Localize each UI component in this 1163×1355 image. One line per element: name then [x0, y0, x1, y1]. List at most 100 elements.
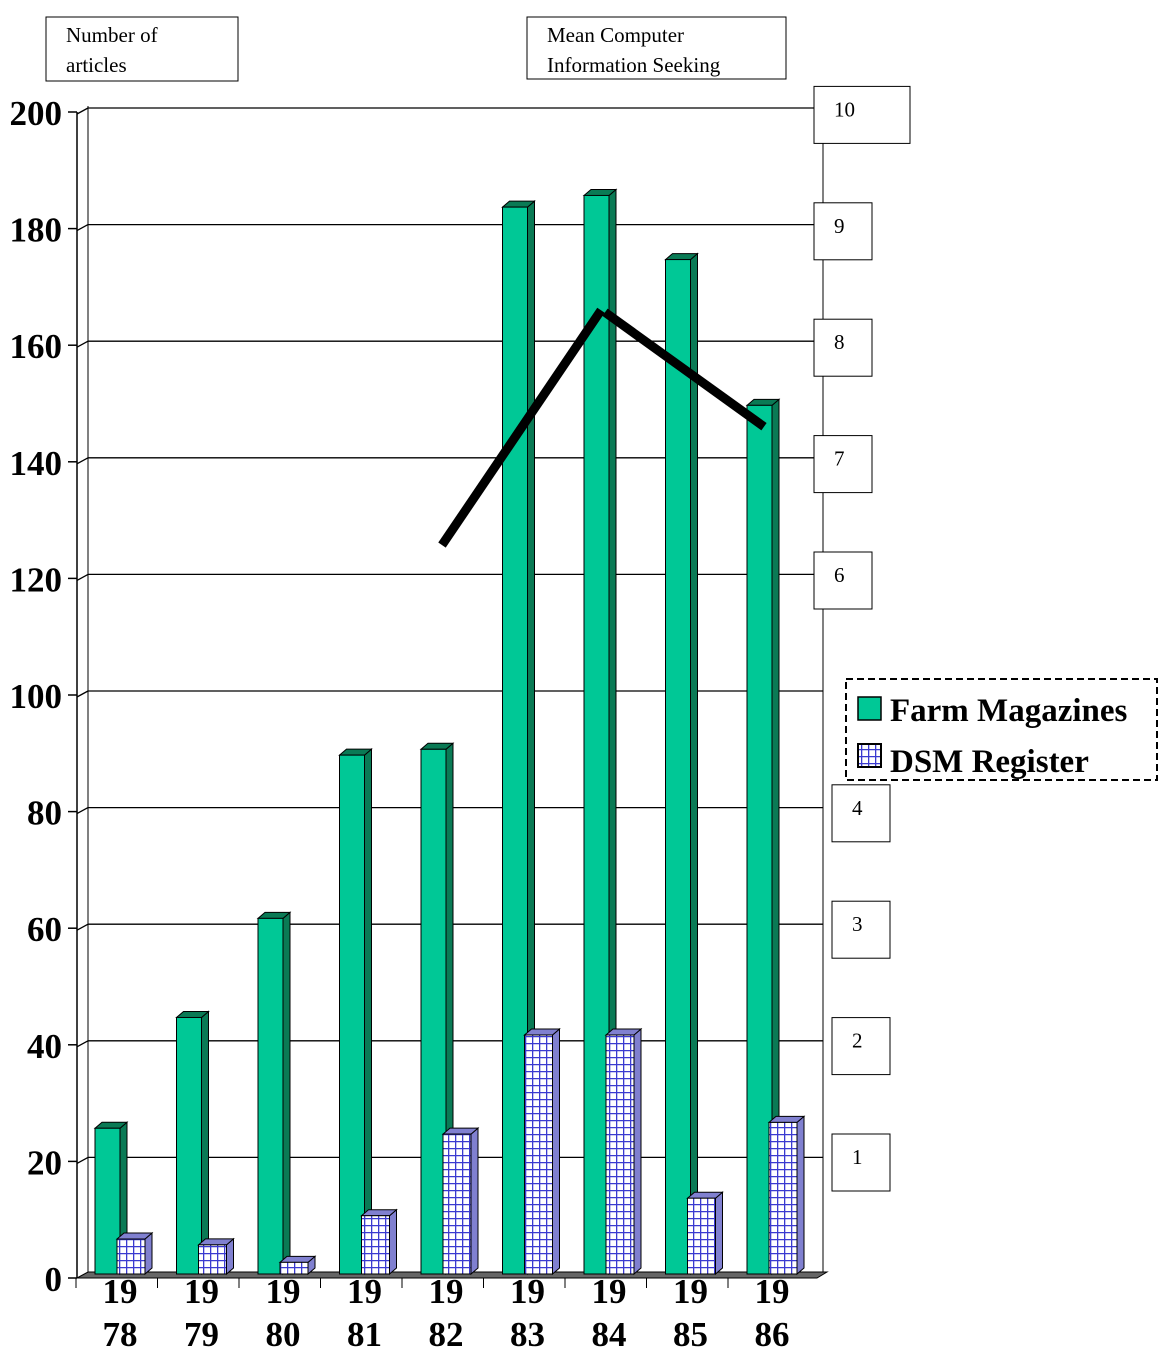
- bar-dsm-register: [360, 1208, 398, 1276]
- x-tick-label: 19: [103, 1272, 138, 1311]
- bar-dsm-register-top: [197, 1238, 235, 1246]
- bar-dsm-register: [604, 1027, 643, 1276]
- right-tick-label: 4: [852, 796, 863, 820]
- gridline-edge: [76, 457, 89, 465]
- gridline-edge: [76, 690, 89, 698]
- bar-dsm-register-top: [767, 1115, 806, 1123]
- bar-dsm-register-top: [604, 1028, 643, 1036]
- bar-dsm-register: [686, 1191, 724, 1276]
- right-axis-label-line-1: Mean Computer: [547, 23, 684, 47]
- y-tick-label: 200: [10, 94, 63, 133]
- bar-dsm-register-top: [360, 1209, 398, 1217]
- right-tick-label: 6: [834, 563, 845, 587]
- x-tick-label: 19: [184, 1272, 219, 1311]
- x-tick-label: 86: [755, 1315, 790, 1354]
- bar-dsm-register-top: [115, 1232, 154, 1240]
- right-tick-box: 8: [813, 318, 873, 377]
- right-tick-label: 8: [834, 330, 845, 354]
- y-tick-label: 60: [27, 910, 62, 949]
- gridline-edge: [76, 107, 89, 115]
- bar-dsm-register-top: [278, 1255, 317, 1263]
- bar-farm-magazines-front: [583, 194, 610, 1275]
- right-tick-box: 10: [813, 85, 911, 144]
- bar-farm-magazines-front: [176, 1016, 202, 1275]
- x-tick-label: 83: [510, 1315, 545, 1354]
- bars: [93, 188, 806, 1276]
- x-tick-label: 78: [103, 1315, 138, 1354]
- right-tick-box: 2: [831, 1017, 891, 1076]
- bar-farm-magazines: [664, 252, 699, 1276]
- bar-farm-magazines: [501, 200, 536, 1276]
- legend-swatch-farm-magazines: [857, 696, 882, 721]
- x-tick-label: 85: [673, 1315, 708, 1354]
- x-tick-label: 81: [347, 1315, 382, 1354]
- bar-dsm-register: [278, 1255, 317, 1276]
- bar-dsm-register-side: [470, 1126, 479, 1276]
- bar-farm-magazines-side: [364, 748, 372, 1276]
- x-tick-labels: 19 78 19 79 19 80 19 81 19 82 19 83 19 84 19 85 19 86: [103, 1272, 790, 1354]
- right-tick-label: 1: [852, 1145, 863, 1169]
- right-tick-label: 10: [834, 97, 855, 121]
- bar-dsm-register-top: [686, 1191, 724, 1199]
- right-tick-box: 1: [831, 1133, 891, 1192]
- x-tick-label: 84: [592, 1315, 627, 1354]
- bar-farm-magazines-front: [94, 1127, 121, 1275]
- gridline-edge: [76, 340, 89, 348]
- y-tick-label: 40: [27, 1027, 62, 1066]
- right-tick-frame: [831, 784, 891, 843]
- gridline-edge: [76, 923, 89, 931]
- y-tick-label: 140: [10, 444, 63, 483]
- bar-dsm-register-side: [552, 1027, 560, 1276]
- right-tick-frame: [813, 318, 873, 377]
- bar-dsm-register: [197, 1237, 235, 1276]
- bar-farm-magazines-front: [665, 259, 691, 1275]
- right-tick-frame: [831, 1017, 891, 1076]
- right-tick-frame: [831, 900, 891, 959]
- bar-dsm-register-side: [715, 1191, 723, 1276]
- x-tick-label: 19: [347, 1272, 382, 1311]
- left-axis-label-line-1: Number of: [66, 23, 158, 47]
- gridline-edge: [76, 1040, 89, 1048]
- bar-dsm-register-top: [523, 1028, 561, 1036]
- mean-line: [438, 307, 767, 548]
- legend-label-dsm-register: DSM Register: [890, 744, 1089, 780]
- bar-dsm-register-front: [687, 1197, 716, 1275]
- bar-farm-magazines-front: [257, 917, 284, 1275]
- y-tick-label: 160: [10, 327, 63, 366]
- y-tick-label: 80: [27, 794, 62, 833]
- bar-farm-magazines-front: [746, 404, 773, 1275]
- right-tick-box: 4: [831, 784, 891, 843]
- right-tick-frame: [813, 202, 873, 261]
- y-tick-label: 100: [10, 677, 63, 716]
- bar-dsm-register-front: [768, 1121, 798, 1275]
- bar-dsm-register: [767, 1115, 806, 1276]
- bar-farm-magazines-side: [690, 252, 698, 1276]
- right-tick-label: 2: [852, 1029, 863, 1053]
- x-tick-label: 80: [266, 1315, 301, 1354]
- gridline-edge: [76, 224, 89, 232]
- right-tick-frame: [831, 1133, 891, 1192]
- bar-farm-magazines: [175, 1010, 210, 1276]
- bar-dsm-register: [523, 1027, 561, 1276]
- bar-farm-magazines-side: [201, 1010, 209, 1276]
- y-tick-label: 180: [10, 211, 63, 250]
- bar-dsm-register-front: [524, 1034, 553, 1275]
- right-tick-label: 9: [834, 214, 845, 238]
- right-tick-box: 6: [813, 551, 873, 610]
- y-tick-label: 0: [45, 1260, 63, 1299]
- bar-farm-magazines: [338, 748, 373, 1276]
- bar-dsm-register: [441, 1126, 480, 1276]
- x-tick-label: 19: [755, 1272, 790, 1311]
- legend-label-farm-magazines: Farm Magazines: [890, 693, 1128, 729]
- right-axis-label-box: Mean Computer Information Seeking: [526, 16, 787, 80]
- mean-line-segment: [438, 307, 605, 548]
- legend: Farm Magazines DSM Register: [845, 678, 1158, 781]
- bar-farm-magazines: [256, 911, 292, 1276]
- bar-dsm-register-front: [605, 1034, 635, 1275]
- bar-dsm-register-top: [441, 1127, 480, 1135]
- gridline-edge: [76, 573, 89, 581]
- gridline-edge: [76, 807, 89, 815]
- right-tick-labels: 1 2 3 4 6 7 8 9 10: [813, 85, 911, 1192]
- bar-dsm-register-front: [279, 1261, 309, 1275]
- bar-farm-magazines: [419, 742, 455, 1276]
